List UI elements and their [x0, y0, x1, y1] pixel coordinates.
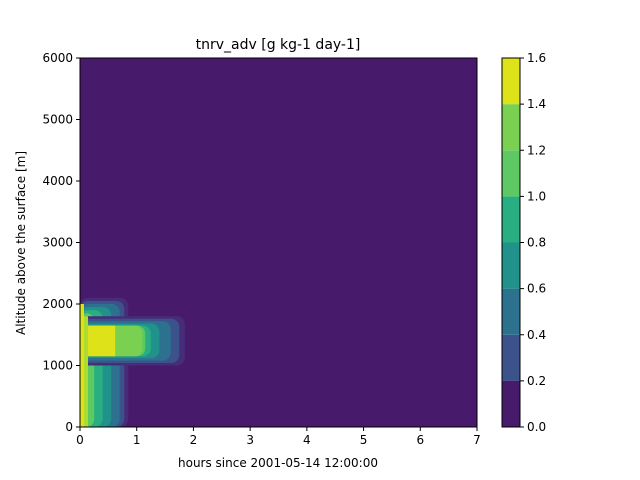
x-tick-label: 7 [473, 433, 481, 447]
colorbar-band-lowest [502, 380, 520, 427]
y-axis: 0 1000 2000 3000 4000 5000 6000 [42, 51, 80, 434]
colorbar-band [502, 196, 520, 243]
colorbar-tick-label: 0.2 [527, 374, 546, 388]
chart-title: tnrv_adv [g kg-1 day-1] [196, 37, 361, 53]
y-tick-label: 4000 [42, 174, 73, 188]
colorbar-tick-label: 0.8 [527, 236, 546, 250]
colorbar-band [502, 58, 520, 105]
y-tick-label: 6000 [42, 51, 73, 65]
colorbar-band [502, 288, 520, 335]
contour-edge-fill [80, 316, 88, 427]
y-axis-label: Altitude above the surface [m] [14, 151, 28, 335]
x-tick-label: 5 [360, 433, 368, 447]
contour-core-edge [80, 304, 84, 427]
y-tick-label: 5000 [42, 113, 73, 127]
y-tick-label: 2000 [42, 297, 73, 311]
colorbar-tick-label: 1.0 [527, 189, 546, 203]
y-tick-label: 0 [65, 420, 73, 434]
colorbar-tick-label: 0.6 [527, 282, 546, 296]
x-tick-label: 1 [133, 433, 141, 447]
y-tick-label: 1000 [42, 359, 73, 373]
colorbar-tick-label: 1.2 [527, 143, 546, 157]
colorbar-band [502, 104, 520, 151]
colorbar-tick-label: 1.6 [527, 51, 546, 65]
x-axis-label: hours since 2001-05-14 12:00:00 [178, 456, 378, 470]
x-tick-label: 4 [303, 433, 311, 447]
x-tick-label: 2 [190, 433, 198, 447]
colorbar-tick-label: 1.4 [527, 97, 546, 111]
y-tick-label: 3000 [42, 236, 73, 250]
colorbar-tick-label: 0.0 [527, 420, 546, 434]
contour-background [80, 58, 477, 427]
colorbar-band [502, 150, 520, 197]
x-tick-label: 6 [416, 433, 424, 447]
plot-area [79, 57, 478, 428]
x-axis: 0 1 2 3 4 5 6 7 [76, 427, 481, 447]
x-tick-label: 0 [76, 433, 84, 447]
colorbar-tick-label: 0.4 [527, 328, 546, 342]
colorbar: 0.0 0.2 0.4 0.6 0.8 1.0 1.2 1.4 1.6 [501, 51, 546, 434]
colorbar-band [502, 334, 520, 381]
colorbar-band [502, 242, 520, 289]
x-tick-label: 3 [246, 433, 254, 447]
